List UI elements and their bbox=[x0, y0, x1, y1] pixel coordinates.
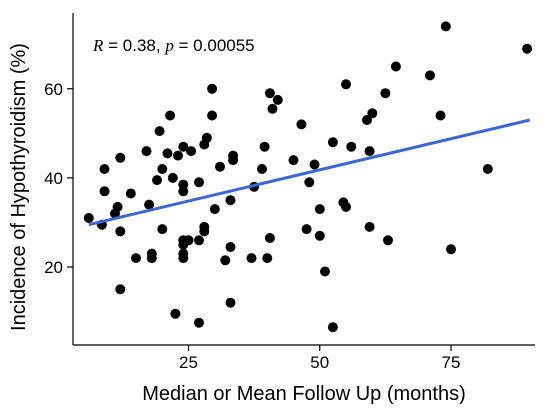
data-point bbox=[154, 126, 165, 137]
data-point bbox=[346, 141, 357, 152]
data-point bbox=[327, 322, 338, 333]
data-point bbox=[209, 204, 220, 215]
data-point bbox=[170, 308, 181, 319]
data-point bbox=[194, 235, 204, 246]
data-point bbox=[215, 161, 225, 172]
data-point bbox=[220, 255, 231, 266]
data-points bbox=[83, 21, 533, 333]
data-point bbox=[341, 79, 351, 90]
data-point bbox=[383, 235, 393, 246]
data-point bbox=[201, 132, 212, 143]
data-point bbox=[264, 88, 275, 99]
data-point bbox=[99, 186, 110, 197]
data-point bbox=[173, 150, 183, 161]
data-point bbox=[425, 70, 435, 81]
correlation-annotation: R = 0.38, p = 0.00055 bbox=[92, 36, 255, 55]
data-point bbox=[125, 188, 136, 199]
data-point bbox=[262, 253, 273, 264]
data-point bbox=[446, 244, 456, 255]
r-value: = 0.38, bbox=[103, 36, 165, 55]
y-tick-label: 40 bbox=[44, 169, 63, 188]
data-point bbox=[482, 164, 493, 174]
data-point bbox=[367, 108, 378, 119]
data-point bbox=[99, 164, 110, 174]
y-axis-title: Incidence of Hypothyroidism (%) bbox=[8, 43, 30, 331]
y-axis-ticks: 20 40 60 bbox=[44, 80, 73, 277]
data-point bbox=[301, 224, 312, 235]
data-point bbox=[288, 155, 299, 166]
data-point bbox=[304, 177, 315, 188]
data-point bbox=[296, 119, 307, 130]
data-point bbox=[225, 195, 236, 206]
y-tick-label: 60 bbox=[44, 80, 63, 99]
data-point bbox=[246, 253, 257, 264]
data-point bbox=[152, 175, 162, 186]
data-point bbox=[165, 110, 176, 121]
data-point bbox=[309, 159, 320, 170]
data-point bbox=[146, 248, 157, 259]
data-point bbox=[228, 155, 239, 166]
data-point bbox=[320, 266, 330, 277]
data-point bbox=[157, 224, 168, 235]
data-point bbox=[272, 94, 283, 105]
p-value: = 0.00055 bbox=[174, 36, 255, 55]
data-point bbox=[390, 61, 401, 72]
data-point bbox=[207, 110, 218, 121]
data-point bbox=[327, 137, 338, 148]
data-point bbox=[83, 213, 94, 223]
data-point bbox=[264, 233, 275, 243]
data-point bbox=[178, 186, 189, 197]
data-point bbox=[522, 43, 533, 54]
data-point bbox=[115, 284, 126, 295]
x-tick-label: 50 bbox=[310, 353, 329, 372]
data-point bbox=[167, 172, 178, 183]
regression-line bbox=[88, 118, 531, 227]
data-point bbox=[435, 110, 446, 121]
data-point bbox=[194, 177, 204, 188]
data-point bbox=[362, 115, 372, 125]
data-point bbox=[157, 164, 168, 174]
data-point bbox=[267, 103, 278, 114]
data-point bbox=[341, 201, 351, 212]
data-point bbox=[115, 152, 126, 163]
p-symbol: p bbox=[164, 36, 174, 55]
data-point bbox=[225, 297, 236, 308]
x-axis-ticks: 25 50 75 bbox=[179, 345, 460, 372]
x-tick-label: 75 bbox=[442, 353, 461, 372]
data-point bbox=[141, 146, 152, 157]
data-point bbox=[131, 253, 141, 264]
data-point bbox=[144, 199, 155, 210]
data-point bbox=[440, 21, 451, 32]
data-point bbox=[259, 141, 270, 152]
data-point bbox=[364, 146, 375, 157]
data-point bbox=[194, 317, 204, 328]
data-point bbox=[162, 148, 173, 159]
data-point bbox=[183, 235, 194, 246]
r-symbol: R bbox=[92, 36, 104, 55]
data-point bbox=[186, 146, 197, 157]
data-point bbox=[314, 204, 325, 215]
data-point bbox=[199, 226, 210, 237]
data-point bbox=[380, 88, 391, 99]
data-point bbox=[257, 164, 267, 174]
x-tick-label: 25 bbox=[179, 353, 198, 372]
x-axis-title: Median or Mean Follow Up (months) bbox=[142, 383, 465, 405]
data-point bbox=[314, 230, 325, 241]
data-point bbox=[225, 242, 236, 252]
data-point bbox=[207, 83, 218, 94]
data-point bbox=[364, 221, 375, 232]
y-tick-label: 20 bbox=[44, 258, 63, 277]
data-point bbox=[115, 226, 126, 237]
data-point bbox=[178, 253, 189, 264]
data-point bbox=[112, 201, 123, 212]
data-point bbox=[178, 141, 189, 152]
